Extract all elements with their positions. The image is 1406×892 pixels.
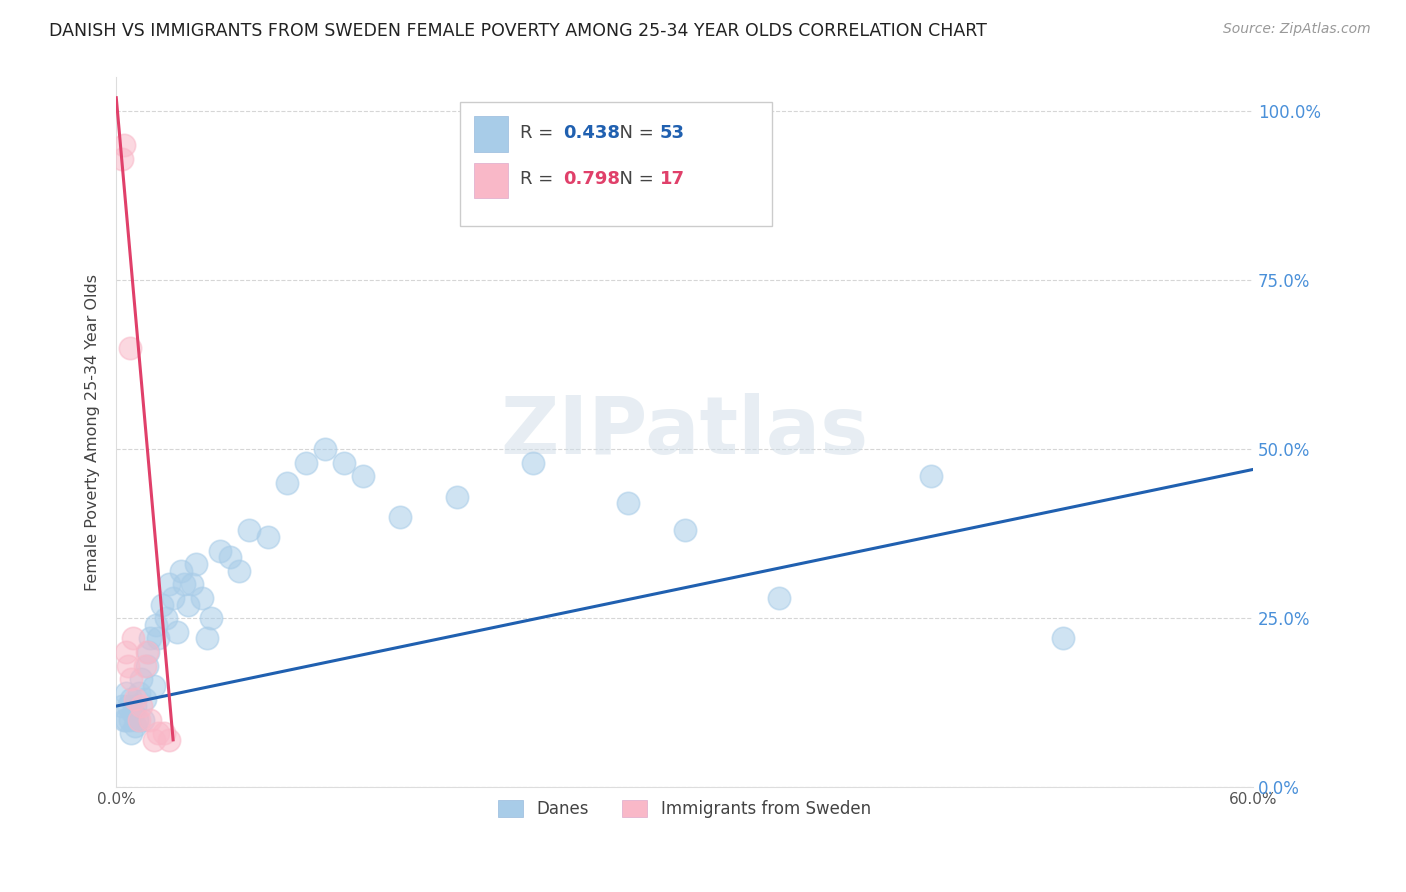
FancyBboxPatch shape [474, 162, 509, 198]
Point [127, 713, 149, 727]
Text: R =: R = [520, 170, 558, 188]
Text: N =: N = [609, 170, 659, 188]
Point [170, 564, 193, 578]
Point [138, 645, 160, 659]
Point [157, 577, 180, 591]
Point [446, 490, 468, 504]
Point [173, 577, 195, 591]
Point [117, 658, 139, 673]
Y-axis label: Female Poverty Among 25-34 Year Olds: Female Poverty Among 25-34 Year Olds [86, 274, 100, 591]
Point [184, 557, 207, 571]
Point [135, 645, 157, 659]
Text: R =: R = [520, 124, 558, 142]
Point [114, 645, 136, 659]
FancyBboxPatch shape [474, 117, 509, 152]
Point [166, 624, 188, 639]
Point [157, 732, 180, 747]
Point [143, 732, 166, 747]
Point [132, 713, 155, 727]
Point [128, 713, 150, 727]
Point [145, 618, 167, 632]
Point [139, 632, 162, 646]
Point [522, 456, 544, 470]
Point [146, 726, 169, 740]
Point [124, 692, 146, 706]
Point [616, 496, 638, 510]
Point [134, 658, 156, 673]
Point [352, 469, 374, 483]
Point [135, 658, 157, 673]
Text: 0.798: 0.798 [562, 170, 620, 188]
Point [122, 632, 145, 646]
Point [114, 713, 136, 727]
Point [114, 685, 136, 699]
Point [209, 543, 232, 558]
Point [256, 530, 278, 544]
Point [124, 699, 146, 714]
Point [238, 524, 260, 538]
Point [143, 679, 166, 693]
Point [122, 706, 145, 720]
Point [162, 591, 184, 605]
Text: N =: N = [609, 124, 659, 142]
Point [139, 713, 162, 727]
Point [112, 713, 135, 727]
Point [219, 550, 242, 565]
Point [768, 591, 790, 605]
Point [190, 591, 212, 605]
Point [332, 456, 354, 470]
Point [120, 692, 142, 706]
Point [314, 442, 336, 457]
Text: 17: 17 [659, 170, 685, 188]
Point [129, 699, 152, 714]
Point [111, 152, 134, 166]
Point [155, 611, 177, 625]
Point [118, 713, 141, 727]
Point [146, 632, 169, 646]
Point [276, 475, 298, 490]
Point [195, 632, 218, 646]
Point [177, 598, 200, 612]
Point [150, 598, 173, 612]
Point [120, 726, 142, 740]
Point [200, 611, 222, 625]
Point [118, 341, 141, 355]
Text: DANISH VS IMMIGRANTS FROM SWEDEN FEMALE POVERTY AMONG 25-34 YEAR OLDS CORRELATIO: DANISH VS IMMIGRANTS FROM SWEDEN FEMALE … [49, 22, 987, 40]
Text: 0.438: 0.438 [562, 124, 620, 142]
Legend: Danes, Immigrants from Sweden: Danes, Immigrants from Sweden [492, 794, 877, 825]
Point [124, 719, 146, 733]
Point [152, 726, 174, 740]
Point [181, 577, 204, 591]
Point [134, 692, 156, 706]
Point [673, 524, 696, 538]
Point [128, 685, 150, 699]
Point [389, 509, 412, 524]
Point [117, 699, 139, 714]
Text: ZIPatlas: ZIPatlas [501, 393, 869, 471]
Point [111, 699, 134, 714]
Point [294, 456, 316, 470]
Point [228, 564, 250, 578]
Point [920, 469, 942, 483]
Point [1052, 632, 1074, 646]
Text: 53: 53 [659, 124, 685, 142]
Point [129, 672, 152, 686]
FancyBboxPatch shape [460, 103, 772, 227]
Point [120, 672, 142, 686]
Text: Source: ZipAtlas.com: Source: ZipAtlas.com [1223, 22, 1371, 37]
Point [112, 138, 135, 153]
